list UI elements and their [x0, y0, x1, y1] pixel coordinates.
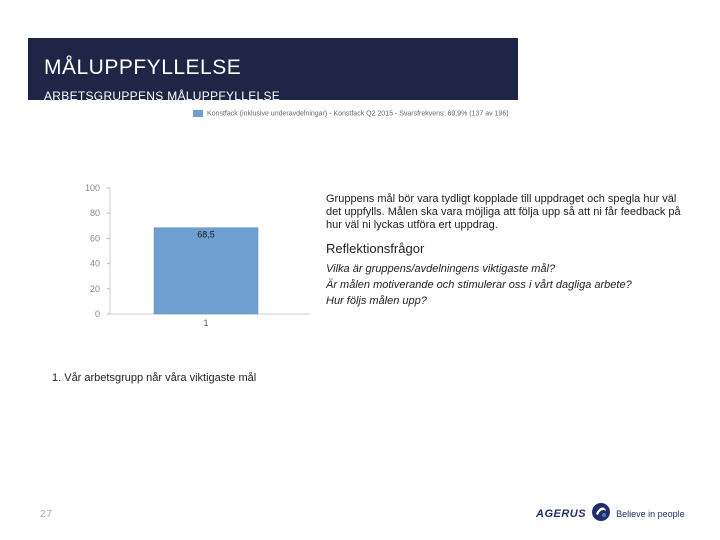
slide-subtitle: ARBETSGRUPPENS MÅLUPPFYLLELSE: [44, 89, 281, 103]
legend-label: Konstfack (inklusive underavdelningar) -…: [207, 110, 509, 118]
swirl-logo-icon: [591, 502, 611, 527]
text-block: Gruppens mål bör vara tydligt kopplade t…: [326, 193, 686, 309]
reflection-question: Hur följs målen upp?: [326, 295, 427, 307]
x-tick-label: 1: [203, 318, 208, 328]
company-logo: AGERUS Believe in people: [536, 502, 685, 527]
reflection-question: Är målen motiverande och stimulerar oss …: [326, 279, 632, 291]
bar-value-label: 68,5: [197, 230, 215, 240]
bar-chart: 0 20 40 60 80 100 68,5 1: [85, 183, 310, 328]
slide-header: MÅLUPPFYLLELSE ARBETSGRUPPENS MÅLUPPFYLL…: [28, 38, 518, 103]
slide-title: MÅLUPPFYLLELSE: [44, 56, 242, 79]
y-tick-label: 60: [90, 233, 100, 243]
intro-text: Gruppens mål bör vara tydligt kopplade t…: [326, 193, 681, 231]
bar: [153, 227, 259, 315]
y-tick-label: 0: [95, 309, 100, 319]
page-number: 27: [40, 509, 54, 520]
reflection-question: Vilka är gruppens/avdelningens viktigast…: [326, 263, 556, 275]
logo-tagline: Believe in people: [616, 509, 685, 519]
legend-swatch: [193, 110, 203, 117]
chart-legend: Konstfack (inklusive underavdelningar) -…: [193, 110, 509, 117]
y-tick-label: 40: [90, 259, 100, 269]
logo-brand: AGERUS: [536, 508, 587, 520]
y-tick-label: 100: [85, 183, 100, 193]
chart-caption: 1. Vår arbetsgrupp når våra viktigaste m…: [52, 372, 257, 384]
y-tick-label: 80: [90, 208, 100, 218]
reflection-heading: Reflektionsfrågor: [326, 241, 425, 256]
y-tick-label: 20: [90, 284, 100, 294]
